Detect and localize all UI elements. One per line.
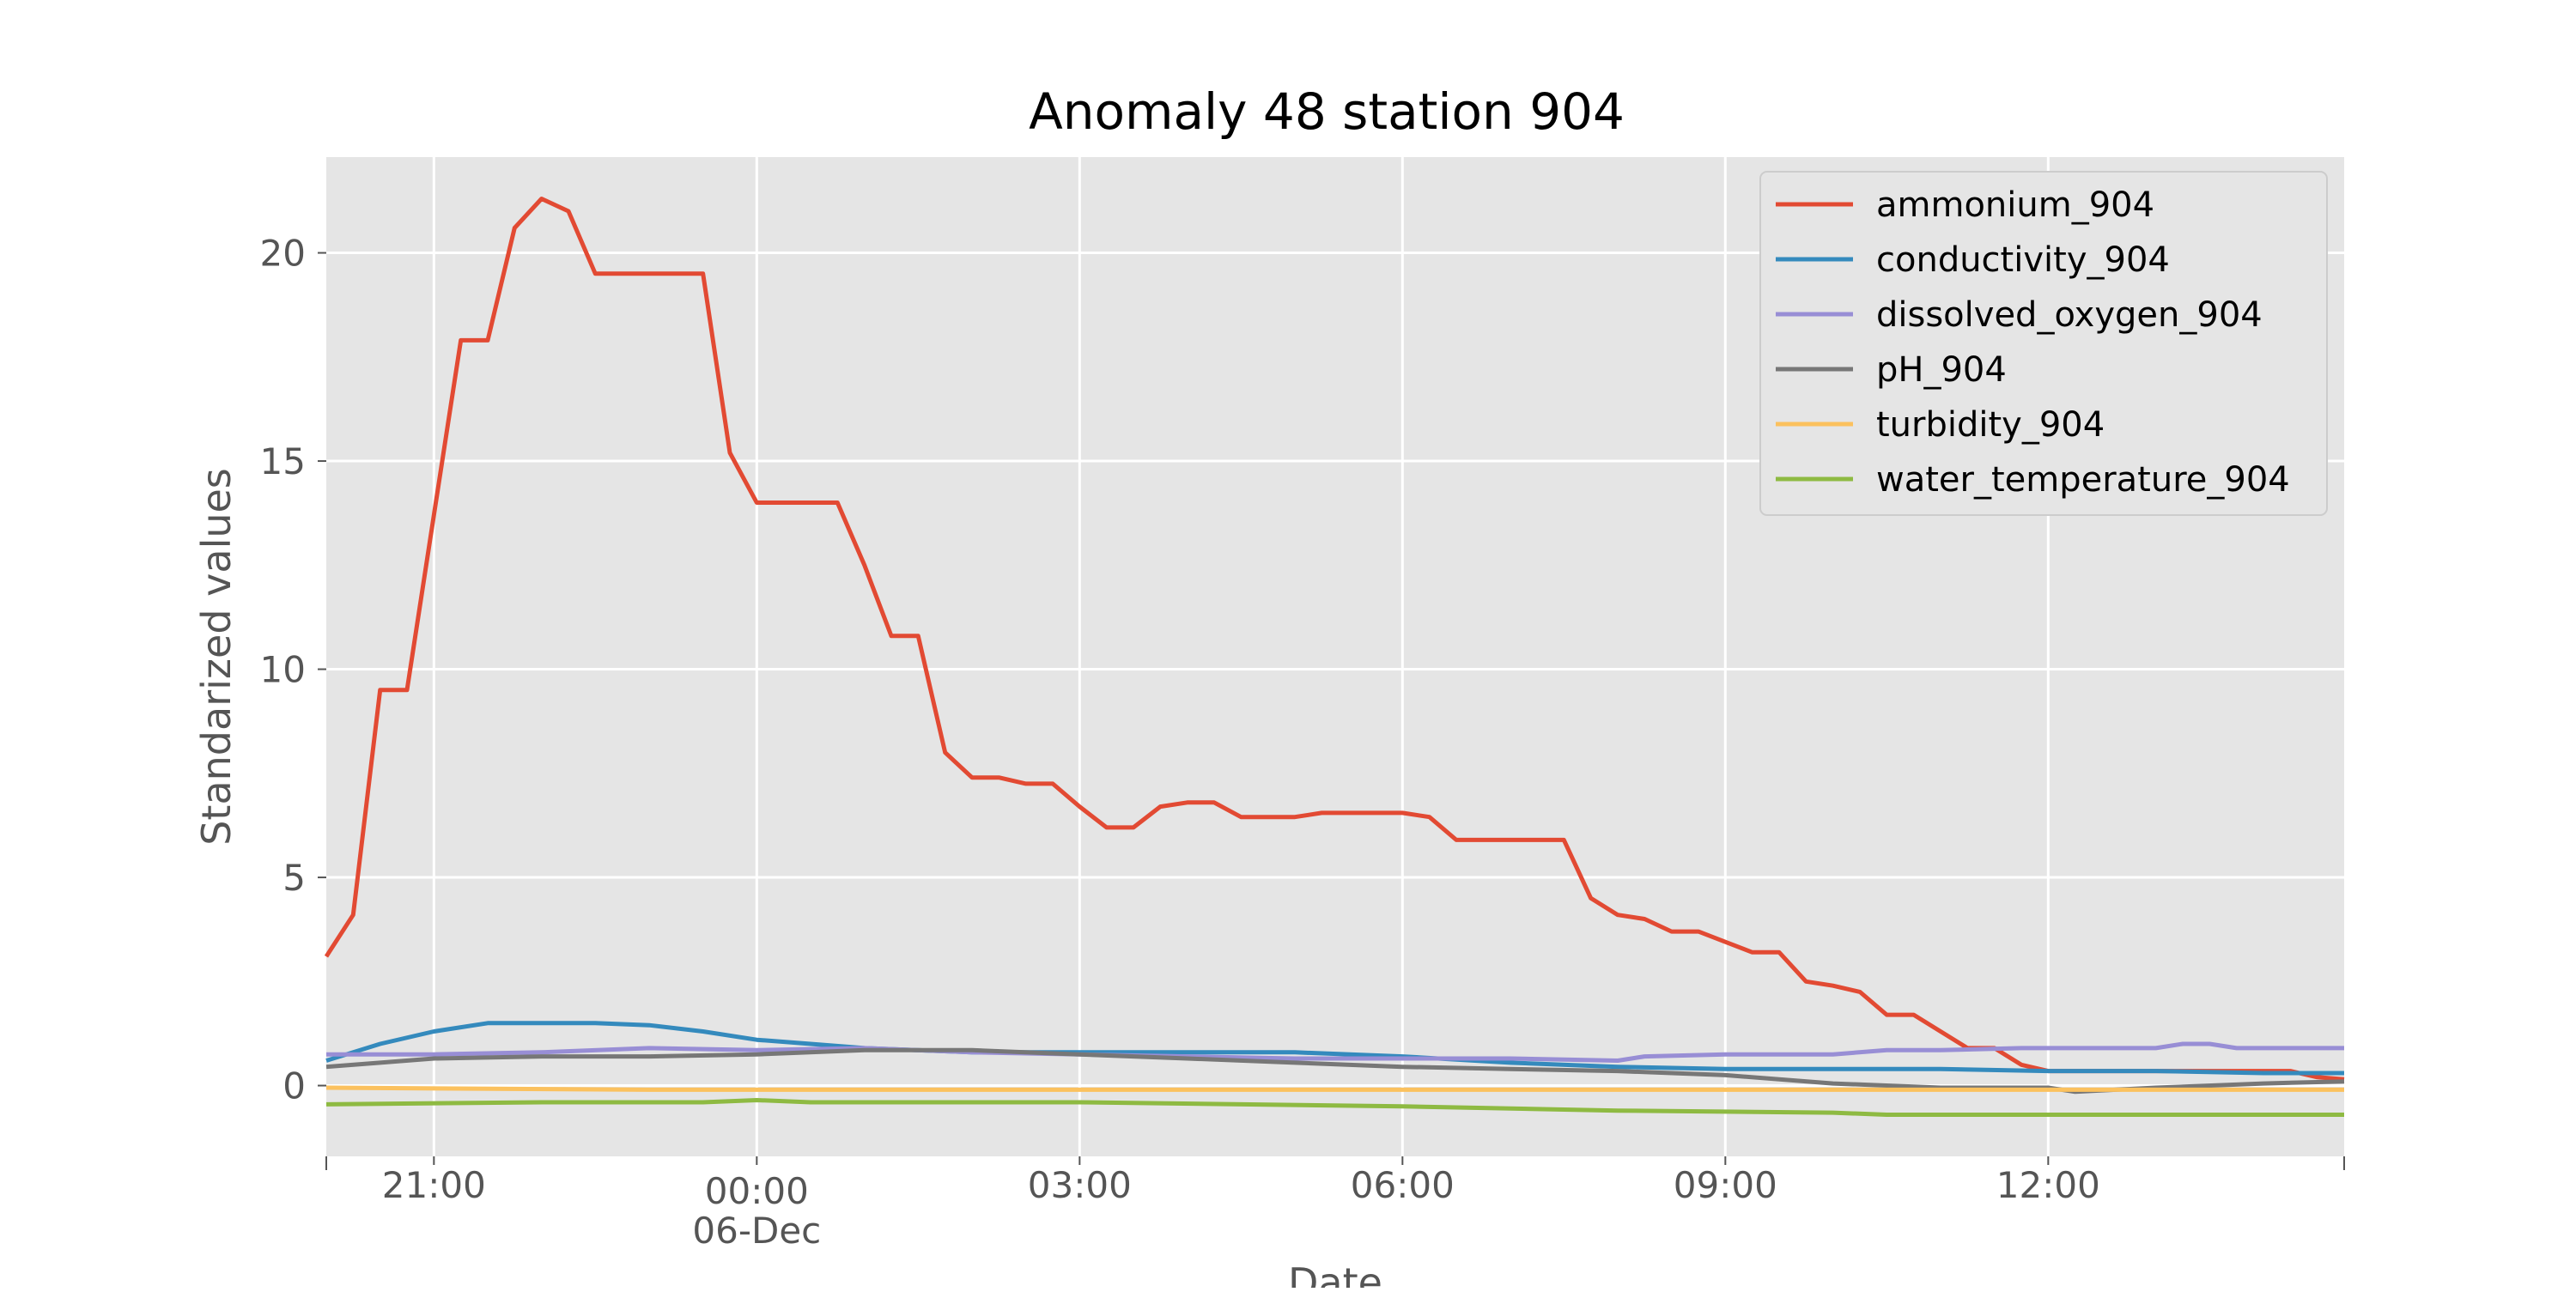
x-axis-label: Date [1288, 1259, 1382, 1288]
legend: ammonium_904 conductivity_904 dissolved_ox… [1759, 171, 2328, 516]
chart-title: Anomaly 48 station 904 [1029, 82, 1625, 141]
legend-label: pH_904 [1876, 350, 2007, 390]
y-axis-label: Standarized values [193, 468, 240, 846]
series-lines [324, 197, 2345, 1117]
x-tick-label: 21:00 [382, 1164, 486, 1206]
legend-label: water_temperature_904 [1876, 460, 2290, 500]
legend-label: conductivity_904 [1876, 240, 2170, 280]
y-tick-label: 0 [283, 1065, 306, 1107]
x-tick-label: 09:00 [1674, 1164, 1777, 1206]
y-tick-label: 15 [260, 440, 306, 482]
x-tick-label: 06:00 [1351, 1164, 1455, 1206]
y-axis: 0 5 10 15 20 [260, 233, 326, 1107]
x-tick-label: 00:00 [705, 1170, 809, 1212]
x-tick-label: 03:00 [1028, 1164, 1132, 1206]
y-tick-label: 10 [260, 649, 306, 691]
legend-label: turbidity_904 [1876, 405, 2105, 445]
legend-label: ammonium_904 [1876, 185, 2154, 225]
series-line-3 [326, 1041, 2344, 1063]
x-tick-sublabel: 06-Dec [692, 1210, 821, 1252]
series-line-1 [324, 197, 2345, 1082]
x-tick-label: 12:00 [1996, 1164, 2100, 1206]
series-line-5 [325, 1085, 2344, 1092]
y-tick-label: 20 [260, 233, 306, 275]
legend-label: dissolved_oxygen_904 [1876, 295, 2263, 335]
y-tick-label: 5 [283, 857, 306, 899]
legend-box [1759, 171, 2328, 516]
series-line-6 [325, 1098, 2344, 1117]
